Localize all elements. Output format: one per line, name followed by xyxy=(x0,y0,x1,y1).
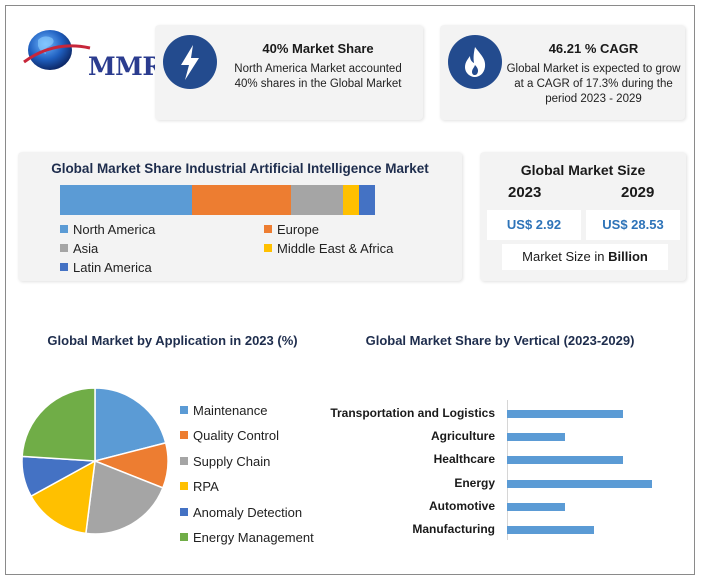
market-size-note-prefix: Market Size in xyxy=(522,249,609,264)
grid-line xyxy=(507,400,508,540)
legend-swatch xyxy=(180,507,188,516)
legend-swatch xyxy=(60,225,68,233)
pie-legend-item-maintenance: Maintenance xyxy=(180,403,267,418)
legend-item-north-america: North America xyxy=(60,222,155,237)
cagr-text: Global Market is expected to grow at a C… xyxy=(506,63,681,105)
legend-swatch xyxy=(180,456,188,465)
stack-segment-middle-east-africa xyxy=(342,185,359,215)
legend-label: Asia xyxy=(73,241,99,256)
lightning-icon xyxy=(163,35,217,89)
legend-swatch xyxy=(60,244,68,252)
legend-label: Anomaly Detection xyxy=(193,504,303,520)
legend-swatch xyxy=(180,431,188,440)
legend-swatch xyxy=(264,244,272,252)
bar-automotive xyxy=(507,502,565,511)
bar-label-energy: Energy xyxy=(454,475,495,490)
application-title: Global Market by Application in 2023 (%) xyxy=(47,333,298,348)
legend-label: North America xyxy=(73,222,156,237)
legend-label: RPA xyxy=(193,479,219,495)
value-start: US$ 2.92 xyxy=(487,210,581,240)
legend-item-middle-east-africa: Middle East & Africa xyxy=(264,241,393,256)
logo-text: MMR xyxy=(88,52,163,81)
value-end: US$ 28.53 xyxy=(586,210,680,240)
bar-label-manufacturing: Manufacturing xyxy=(412,522,495,536)
infographic-frame xyxy=(5,5,695,575)
cagr-card: 46.21 % CAGR Global Market is expected t… xyxy=(440,25,685,120)
pie-legend-item-quality-control: Quality Control xyxy=(180,428,279,443)
legend-swatch xyxy=(180,406,188,414)
legend-item-latin-america: Latin America xyxy=(60,260,152,275)
stack-segment-north-america xyxy=(60,185,192,215)
mmr-logo: MMR xyxy=(20,22,163,82)
pie-slice-energy-management xyxy=(21,387,96,462)
legend-label: Latin America xyxy=(73,260,152,275)
legend-label: Supply Chain xyxy=(193,453,271,469)
pie-slice-rpa xyxy=(30,459,96,535)
bar-agriculture xyxy=(507,433,565,442)
pie-slice-maintenance xyxy=(94,387,167,462)
legend-swatch xyxy=(180,482,188,491)
year-start: 2023 xyxy=(508,184,542,201)
market-size-card: Global Market Size 2023 2029 US$ 2.92 US… xyxy=(480,152,686,281)
pie-legend-item-anomaly-detection: Anomaly Detection xyxy=(180,505,302,520)
regional-share-card: Global Market Share Industrial Artificia… xyxy=(18,152,462,281)
bar-label-agriculture: Agriculture xyxy=(430,429,495,444)
legend-item-asia: Asia xyxy=(60,241,98,256)
flame-icon xyxy=(448,35,502,89)
year-end: 2029 xyxy=(621,184,655,201)
legend-label: Maintenance xyxy=(193,403,268,418)
legend-label: Quality Control xyxy=(193,428,279,444)
globe-icon xyxy=(23,30,91,70)
pie-legend-item-rpa: RPA xyxy=(180,479,219,494)
regional-share-title: Global Market Share Industrial Artificia… xyxy=(51,161,429,176)
bar-healthcare xyxy=(507,456,623,465)
market-share-text: North America Market accounted 40% share… xyxy=(234,63,402,90)
pie-legend-item-supply-chain: Supply Chain xyxy=(180,454,270,469)
legend-swatch xyxy=(60,263,68,271)
pie-slice-supply-chain xyxy=(85,459,164,535)
legend-label: Middle East & Africa xyxy=(277,241,394,256)
application-pie-chart xyxy=(21,387,169,535)
legend-label: Europe xyxy=(277,222,319,237)
bar-manufacturing xyxy=(507,526,594,534)
regional-stacked-bar xyxy=(60,185,375,215)
stack-segment-asia xyxy=(291,185,343,215)
cagr-title: 46.21 % CAGR xyxy=(548,41,639,56)
bar-label-transportation-and-logistics: Transportation and Logistics xyxy=(330,406,495,420)
bar-label-healthcare: Healthcare xyxy=(433,452,495,467)
market-size-note: Market Size in Billion xyxy=(502,244,668,270)
market-size-unit: Billion xyxy=(608,249,648,264)
stack-segment-latin-america xyxy=(358,185,375,215)
legend-swatch xyxy=(180,533,188,541)
market-share-card: 40% Market Share North America Market ac… xyxy=(155,25,423,120)
pie-legend-item-energy-management: Energy Management xyxy=(180,530,314,545)
bar-energy xyxy=(507,479,652,488)
market-size-title: Global Market Size xyxy=(520,162,646,178)
legend-swatch xyxy=(264,225,272,233)
market-share-title: 40% Market Share xyxy=(262,41,374,56)
stack-segment-europe xyxy=(191,185,292,215)
legend-label: Energy Management xyxy=(193,530,314,545)
vertical-title: Global Market Share by Vertical (2023-20… xyxy=(365,333,635,348)
legend-item-europe: Europe xyxy=(264,222,319,237)
bar-transportation-and-logistics xyxy=(507,410,623,418)
bar-label-automotive: Automotive xyxy=(429,498,495,513)
